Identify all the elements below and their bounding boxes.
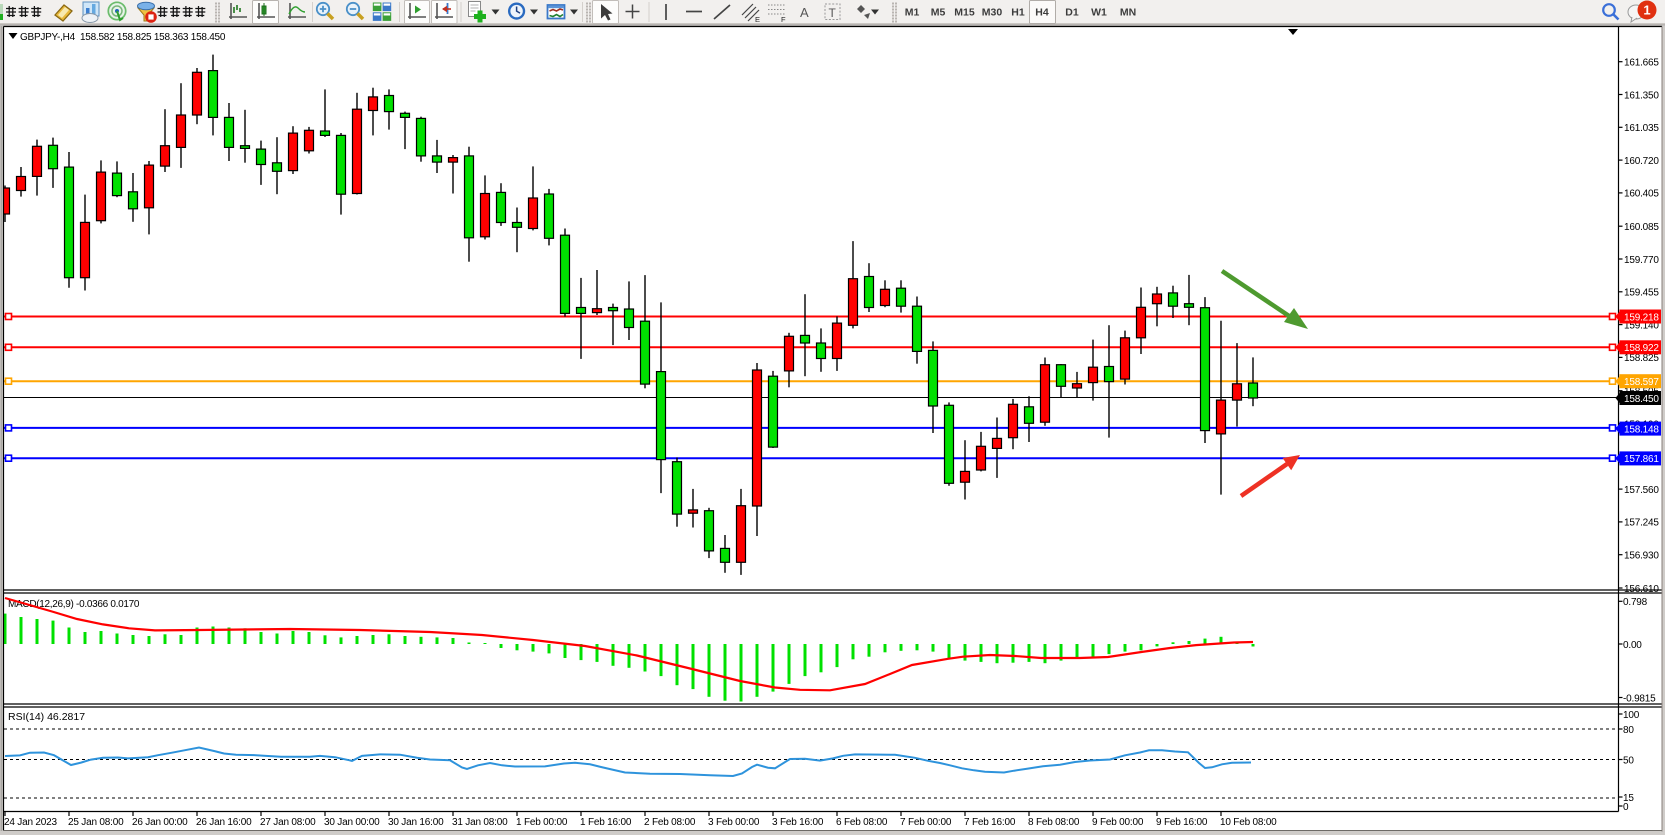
svg-text:158.922: 158.922 [1624,343,1659,354]
svg-text:161.350: 161.350 [1624,90,1659,101]
svg-text:6 Feb 08:00: 6 Feb 08:00 [836,817,888,828]
svg-text:161.665: 161.665 [1624,58,1659,69]
svg-text:50: 50 [1623,755,1634,766]
svg-text:7 Feb 00:00: 7 Feb 00:00 [900,817,952,828]
svg-text:9 Feb 00:00: 9 Feb 00:00 [1092,817,1144,828]
svg-text:159.218: 159.218 [1624,312,1659,323]
svg-text:160.720: 160.720 [1624,156,1659,167]
svg-text:159.770: 159.770 [1624,255,1659,266]
svg-text:26 Jan 00:00: 26 Jan 00:00 [132,817,188,828]
svg-text:8 Feb 08:00: 8 Feb 08:00 [1028,817,1080,828]
svg-text:W1: W1 [1091,7,1107,19]
svg-text:E: E [755,15,760,24]
svg-text:158.825: 158.825 [1624,353,1659,364]
svg-text:157.861: 157.861 [1624,454,1659,465]
svg-text:MACD(12,26,9) -0.0366 0.0170: MACD(12,26,9) -0.0366 0.0170 [8,599,140,610]
svg-text:27 Jan 08:00: 27 Jan 08:00 [260,817,316,828]
svg-text:H4: H4 [1035,7,1049,19]
svg-text:30 Jan 00:00: 30 Jan 00:00 [324,817,380,828]
svg-text:80: 80 [1623,725,1634,736]
svg-text:0: 0 [1623,802,1629,813]
svg-text:2 Feb 08:00: 2 Feb 08:00 [644,817,696,828]
svg-text:30 Jan 16:00: 30 Jan 16:00 [388,817,444,828]
svg-text:159.140: 159.140 [1624,320,1659,331]
svg-text:24 Jan 2023: 24 Jan 2023 [4,817,57,828]
svg-text:25 Jan 08:00: 25 Jan 08:00 [68,817,124,828]
svg-text:MN: MN [1120,7,1136,19]
svg-text:31 Jan 08:00: 31 Jan 08:00 [452,817,508,828]
svg-text:A: A [800,5,809,20]
svg-text:100: 100 [1623,710,1640,721]
svg-text:10 Feb 08:00: 10 Feb 08:00 [1220,817,1277,828]
svg-text:1: 1 [1643,3,1650,18]
svg-text:-0.9815: -0.9815 [1623,693,1656,704]
svg-text:161.035: 161.035 [1624,123,1659,134]
svg-text:M30: M30 [982,7,1003,19]
svg-text:1 Feb 00:00: 1 Feb 00:00 [516,817,568,828]
svg-text:157.560: 157.560 [1624,485,1659,496]
svg-text:3 Feb 00:00: 3 Feb 00:00 [708,817,760,828]
svg-text:15: 15 [1623,793,1634,804]
svg-text:158.450: 158.450 [1624,394,1659,405]
svg-text:M5: M5 [931,7,946,19]
svg-text:0.798: 0.798 [1623,597,1648,608]
svg-text:3 Feb 16:00: 3 Feb 16:00 [772,817,824,828]
svg-text:T: T [829,6,837,20]
svg-text:F: F [781,15,786,24]
svg-text:156.930: 156.930 [1624,551,1659,562]
svg-text:H1: H1 [1011,7,1025,19]
svg-text:158.597: 158.597 [1624,377,1659,388]
svg-text:M1: M1 [905,7,920,19]
svg-text:GBPJPY-,H4 158.582 158.825 15: GBPJPY-,H4 158.582 158.825 158.363 158.4… [20,32,226,43]
svg-text:160.085: 160.085 [1624,222,1659,233]
svg-text:9 Feb 16:00: 9 Feb 16:00 [1156,817,1208,828]
svg-text:M15: M15 [954,7,975,19]
svg-text:159.455: 159.455 [1624,288,1659,299]
svg-text:26 Jan 16:00: 26 Jan 16:00 [196,817,252,828]
svg-text:160.405: 160.405 [1624,189,1659,200]
svg-text:D1: D1 [1065,7,1079,19]
svg-text:1 Feb 16:00: 1 Feb 16:00 [580,817,632,828]
svg-text:156.610: 156.610 [1624,584,1659,595]
svg-text:157.245: 157.245 [1624,518,1659,529]
svg-text:RSI(14) 46.2817: RSI(14) 46.2817 [8,711,85,723]
svg-text:0.00: 0.00 [1623,640,1642,651]
svg-text:158.148: 158.148 [1624,424,1659,435]
svg-text:7 Feb 16:00: 7 Feb 16:00 [964,817,1016,828]
